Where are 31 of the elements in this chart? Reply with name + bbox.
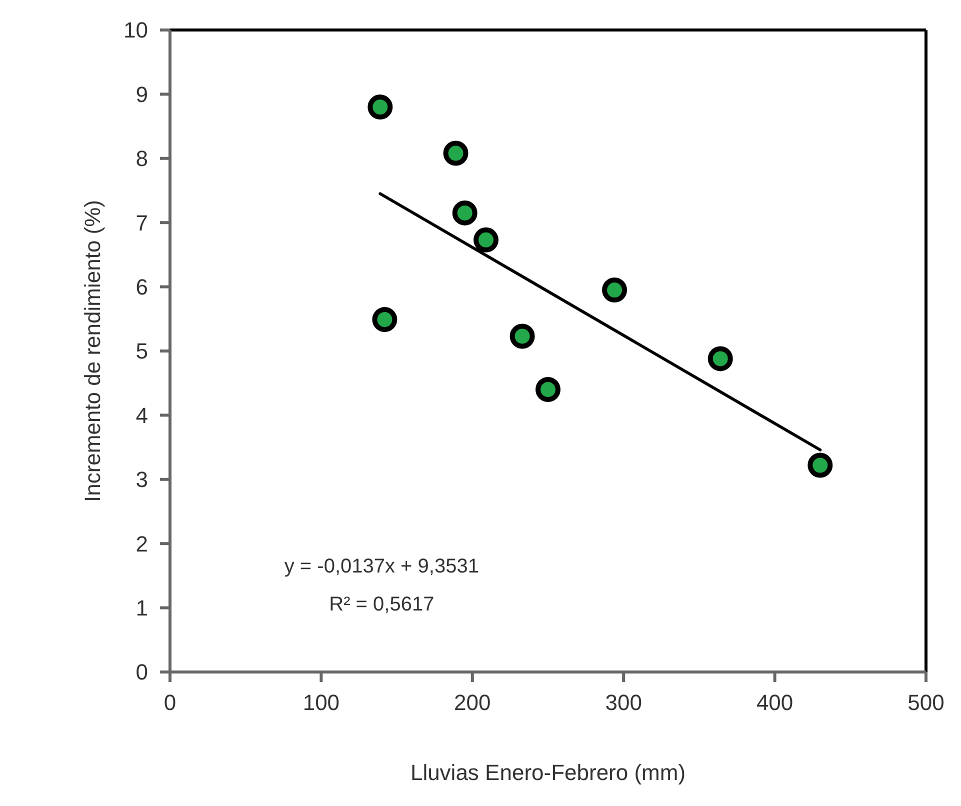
x-tick-label: 100 — [302, 690, 340, 715]
y-tick-label: 2 — [136, 531, 148, 556]
point — [452, 200, 478, 226]
y-tick-label: 7 — [136, 210, 148, 236]
point — [808, 452, 833, 478]
point — [368, 94, 393, 120]
point — [372, 307, 398, 332]
y-tick-label: 0 — [136, 660, 148, 685]
y-axis-title: Incremento de rendimiento (%) — [80, 200, 105, 502]
x-tick-label: 0 — [164, 690, 176, 715]
y-tick-label: 3 — [136, 467, 148, 492]
x-axis-title: Lluvias Enero-Febrero (mm) — [410, 760, 686, 785]
annotation: R² = 0,5617 — [329, 593, 434, 616]
point — [474, 227, 499, 252]
point — [536, 377, 560, 402]
point — [510, 324, 535, 349]
y-tick-label: 5 — [136, 338, 148, 364]
x-tick-label: 200 — [454, 690, 491, 715]
y-tick-label: 8 — [136, 146, 148, 172]
x-tick-label: 300 — [605, 690, 642, 715]
y-tick-label: 1 — [136, 596, 148, 620]
point — [443, 140, 468, 166]
y-tick-label: 10 — [124, 18, 148, 43]
y-tick-label: 4 — [136, 402, 148, 428]
y-tick-label: 6 — [136, 274, 148, 300]
point — [708, 346, 733, 372]
x-tick-label: 400 — [756, 690, 794, 715]
annotation: y = -0,0137x + 9,3531 — [284, 555, 479, 578]
y-tick-label: 9 — [136, 82, 148, 107]
x-tick-label: 500 — [908, 690, 944, 715]
point — [602, 278, 628, 302]
